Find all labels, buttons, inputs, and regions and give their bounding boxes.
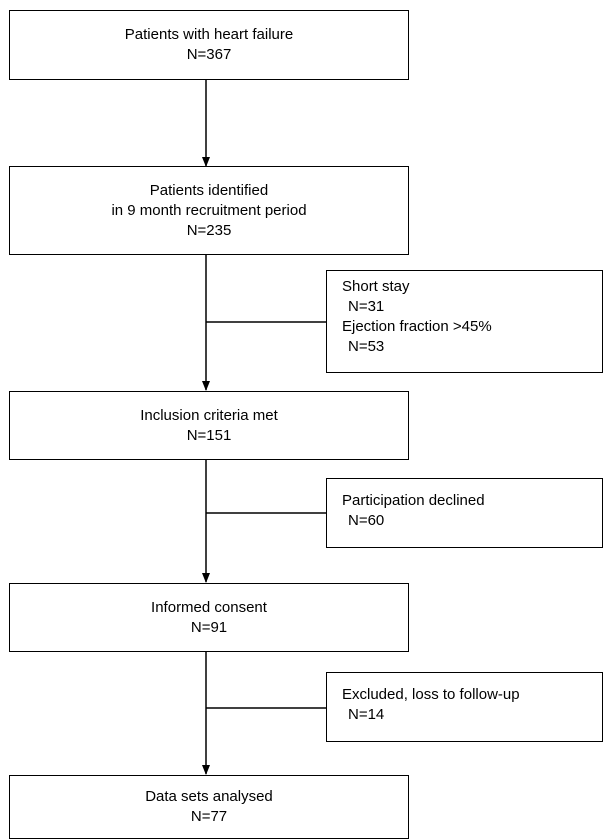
identified-line2: in 9 month recruitment period bbox=[111, 201, 307, 219]
box-informed-consent: Informed consent N=91 bbox=[9, 583, 409, 652]
excluded-reason-ejection-fraction: Ejection fraction >45% bbox=[342, 318, 492, 335]
analysed-title: Data sets analysed bbox=[145, 788, 273, 805]
box-excluded-criteria: Short stay N=31 Ejection fraction >45% N… bbox=[326, 270, 603, 373]
box-patients-identified: Patients identified in 9 month recruitme… bbox=[9, 166, 409, 255]
excluded-count-short-stay: N=31 bbox=[348, 298, 385, 315]
consent-count: N=91 bbox=[190, 618, 228, 636]
lost-count: N=14 bbox=[348, 706, 385, 723]
total-title: Patients with heart failure bbox=[124, 26, 294, 43]
box-total-patients: Patients with heart failure N=367 bbox=[9, 10, 409, 80]
declined-count: N=60 bbox=[348, 512, 385, 529]
total-count: N=367 bbox=[186, 46, 232, 63]
box-loss-to-follow-up: Excluded, loss to follow-up N=14 bbox=[326, 672, 603, 742]
box-data-sets-analysed: Data sets analysed N=77 bbox=[9, 775, 409, 839]
analysed-count: N=77 bbox=[190, 808, 228, 825]
excluded-reason-short-stay: Short stay bbox=[342, 278, 410, 295]
box-participation-declined: Participation declined N=60 bbox=[326, 478, 603, 548]
box-inclusion-criteria: Inclusion criteria met N=151 bbox=[9, 391, 409, 460]
lost-reason: Excluded, loss to follow-up bbox=[342, 686, 520, 703]
declined-reason: Participation declined bbox=[342, 492, 485, 509]
consent-title: Informed consent bbox=[151, 598, 267, 616]
identified-count: N=235 bbox=[186, 221, 232, 239]
excluded-count-ejection-fraction: N=53 bbox=[348, 338, 385, 355]
identified-line1: Patients identified bbox=[149, 181, 269, 199]
inclusion-title: Inclusion criteria met bbox=[140, 406, 278, 424]
inclusion-count: N=151 bbox=[186, 426, 232, 444]
